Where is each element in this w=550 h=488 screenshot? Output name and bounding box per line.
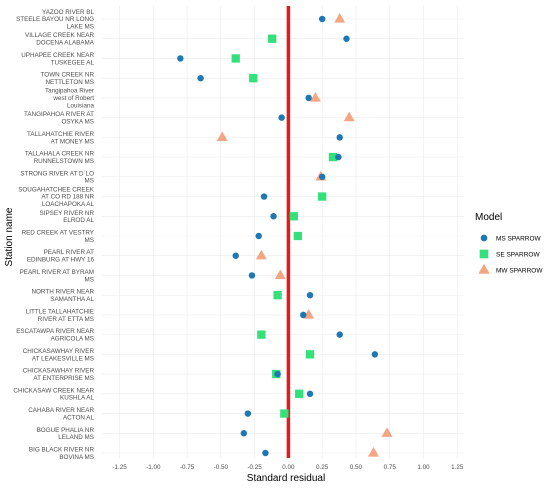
station-label: CHICKASAWHAY RIVER AT LEAKESVILLE MS (23, 348, 95, 362)
station-label: VILLAGE CREEK NEAR DOCENA ALABAMA (25, 32, 95, 46)
legend-key-triangle (478, 263, 490, 274)
point-square (231, 54, 240, 63)
point-circle (371, 351, 379, 358)
point-circle (274, 370, 281, 378)
point-square (289, 212, 298, 221)
point-circle (343, 35, 350, 42)
x-tick-label: 1.00 (417, 464, 430, 471)
x-tick-label: 0.50 (350, 464, 363, 471)
station-label: UPHAPEE CREEK NEAR TUSKEGEE AL (21, 52, 94, 66)
data-points (177, 13, 393, 457)
station-label: STRONG RIVER AT D`LO MS (20, 170, 94, 184)
point-circle (305, 94, 312, 102)
point-circle (278, 114, 285, 121)
station-label: ESCATAWPA RIVER NEAR AGRICOLA MS (16, 328, 94, 342)
series-se-sparrow (231, 34, 338, 418)
station-label: TALLAHALA CREEK NR RUNNELSTOWN MS (25, 151, 95, 165)
point-square (295, 389, 304, 398)
station-label: TALLAHATCHIE RIVER AT MONEY MS (27, 131, 94, 145)
station-label: CAHABA RIVER NEAR ACTON AL (28, 407, 94, 421)
point-circle (306, 390, 314, 398)
x-tick-label: 1.25 (451, 464, 464, 471)
point-circle (262, 449, 269, 457)
station-label: YAZOO RIVER BL STEELE BAYOU NR LONG LAKE M… (16, 9, 94, 31)
point-square (268, 34, 277, 43)
legend-label: SE SPARROW (496, 251, 540, 258)
station-label: TANGIPAHOA RIVER AT OSYKA MS (24, 111, 94, 125)
station-label: BIG BLACK RIVER NR BOVINA MS (29, 447, 95, 461)
point-triangle (309, 91, 321, 102)
station-label: PEARL RIVER AT EDINBURG AT HWY 16 (27, 249, 95, 263)
point-circle (260, 193, 268, 200)
x-tick-label: -0.50 (214, 464, 229, 471)
y-axis-title: Station name (4, 207, 15, 266)
legend-key-circle (480, 234, 488, 242)
point-circle (300, 311, 307, 319)
point-square (280, 409, 289, 418)
point-circle (270, 213, 277, 220)
grid (102, 6, 464, 458)
point-circle (197, 74, 204, 82)
x-tick-label: -0.75 (180, 464, 195, 471)
point-triangle (274, 269, 286, 280)
point-square (257, 330, 266, 339)
x-tick-label: -1.00 (146, 464, 161, 471)
point-circle (177, 55, 184, 62)
station-label: TOWN CREEK NR NETTLETON MS (41, 72, 95, 86)
legend-title: Model (475, 212, 502, 223)
point-square (305, 350, 315, 359)
point-circle (336, 331, 343, 338)
point-circle (244, 410, 252, 417)
series-mw-sparrow (216, 13, 393, 457)
point-triangle (343, 111, 355, 122)
x-tick-labels: -1.25 -1.00 -0.75 -0.50 -0.25 0.00 0.25 0.50 0.7… (112, 464, 463, 471)
station-label: RED CREEK AT VESTRY MS (22, 230, 95, 244)
point-circle (336, 134, 343, 141)
point-circle (335, 153, 342, 161)
station-labels: YAZOO RIVER BL STEELE BAYOU NR LONG LAKE M… (13, 9, 94, 461)
station-label: Tangipahoa River west of Robert Louisiana (45, 88, 95, 110)
x-tick-label: 0.00 (282, 464, 295, 471)
station-label: NORTH RIVER NEAR SAMANTHA AL (31, 289, 94, 303)
x-tick-label: 0.75 (384, 464, 397, 471)
point-circle (240, 430, 248, 437)
point-circle (318, 15, 326, 23)
legend: Model MS SPARROW SE SPARROW MW SPARROW (475, 212, 543, 274)
station-label: SIPSEY RIVER NR ELROD AL (40, 210, 95, 224)
point-triangle (368, 447, 379, 457)
station-label: BOGUE PHALIA NR LELAND MS (37, 427, 95, 441)
station-label: CHICKASAW CREEK NEAR KUSHLA AL (13, 387, 94, 401)
point-triangle (255, 249, 267, 260)
x-tick-label: -1.25 (112, 464, 127, 471)
point-triangle (216, 131, 228, 142)
point-circle (306, 291, 314, 299)
point-square (328, 152, 338, 162)
point-circle (232, 252, 239, 259)
point-circle (318, 173, 326, 181)
point-square (318, 192, 327, 201)
x-tick-label: -0.25 (247, 464, 262, 471)
station-label: SOUGAHATCHEE CREEK AT CO RD 188 NR LOACHAP… (18, 186, 95, 208)
station-label: LITTLE TALLAHATCHIE RIVER AT ETTA MS (26, 308, 94, 322)
x-tick-label: 0.25 (316, 464, 329, 471)
series-ms-sparrow (177, 15, 379, 457)
station-label: CHICKASAWHAY RIVER AT ENTERPRISE MS (23, 368, 95, 382)
point-square (293, 231, 303, 241)
point-triangle (334, 13, 346, 23)
point-triangle (381, 427, 393, 437)
legend-key-square (479, 249, 489, 259)
point-square (249, 74, 258, 83)
point-square (273, 291, 282, 300)
legend-label: MS SPARROW (496, 235, 542, 242)
x-axis-title: Standard residual (247, 473, 325, 484)
legend-label: MW SPARROW (496, 267, 543, 274)
point-circle (255, 232, 262, 240)
station-label: PEARL RIVER AT BYRAM MS (20, 269, 94, 283)
point-circle (248, 272, 256, 279)
